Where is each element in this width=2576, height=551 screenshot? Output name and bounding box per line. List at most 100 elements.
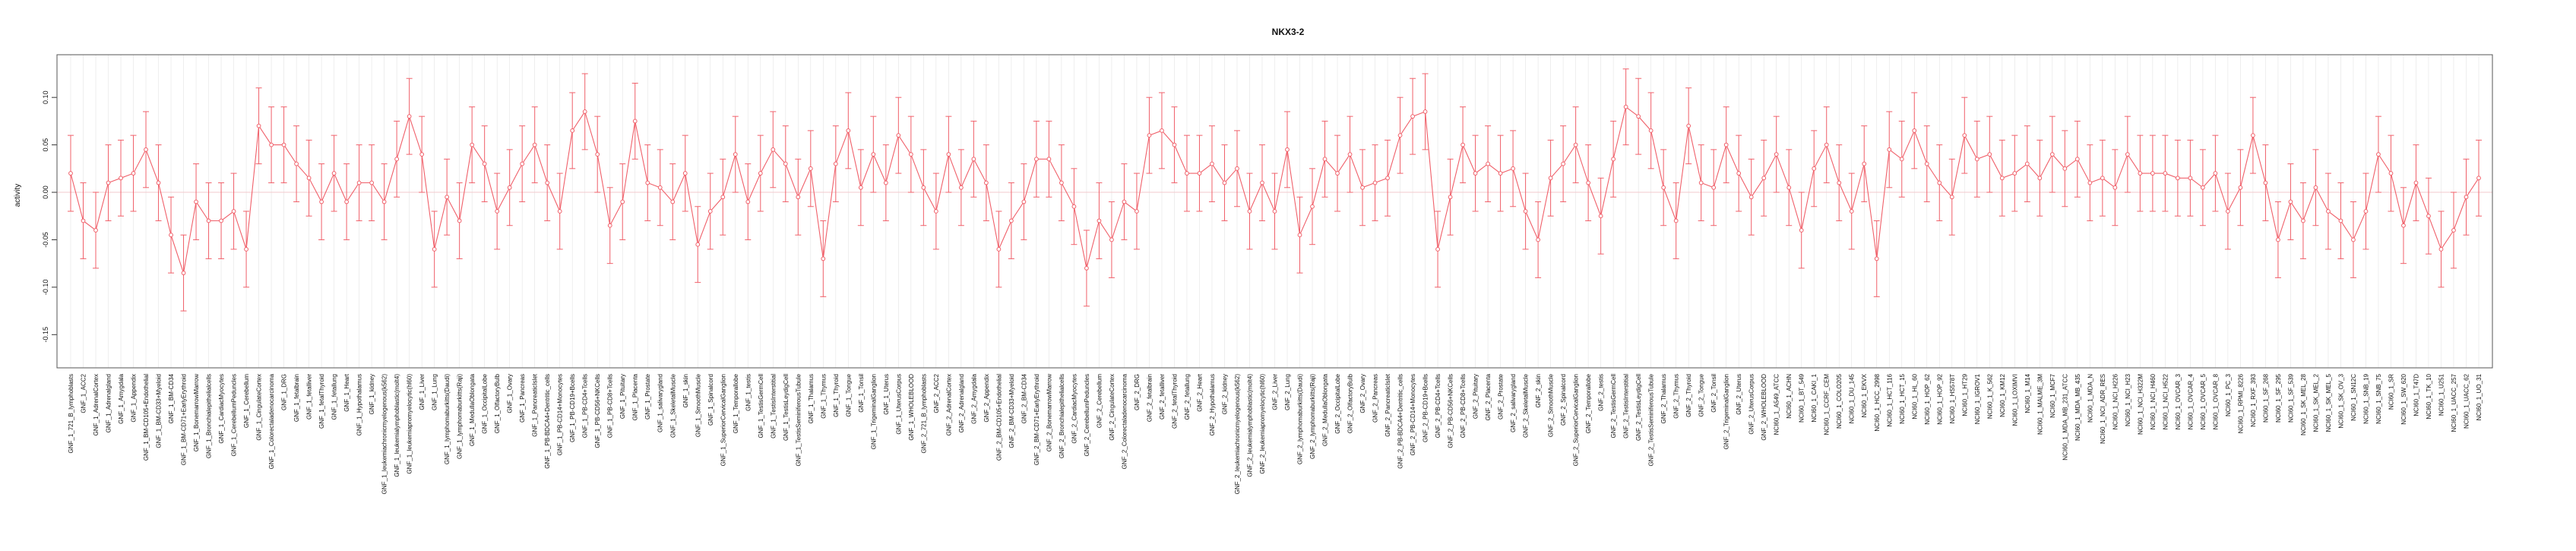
data-point — [1059, 180, 1064, 185]
x-tick-label: GNF_2_leukemialymphoblastic(molt4) — [1246, 374, 1253, 477]
x-tick-label: GNF_1_PancreaticIslet — [532, 373, 539, 436]
x-tick-label: GNF_1_Lung — [432, 374, 438, 410]
y-axis-label: activity — [14, 184, 22, 207]
data-point — [908, 152, 913, 157]
chart-title: NKX3-2 — [1272, 27, 1305, 37]
x-tick-label: GNF_1_Hypothalamus — [356, 374, 363, 435]
x-tick-label: GNF_2_PB-CD56+NKCells — [1448, 374, 1454, 448]
x-tick-label: GNF_1_PB-CD14+Monocytes — [557, 374, 564, 455]
x-tick-label: GNF_1_fetalThyroid — [318, 374, 325, 429]
x-tick-label: NCI60_1_M14 — [2024, 373, 2031, 413]
x-tick-label: NCI60_1_HCT_116 — [1886, 373, 1893, 426]
data-point — [1410, 114, 1415, 119]
data-point — [871, 152, 876, 157]
data-point — [1799, 228, 1804, 233]
x-axis-labels: GNF_1_721_B_lymphoblasts GNF_1_ACC2 GNF_1_… — [68, 373, 2483, 494]
data-point — [833, 161, 838, 166]
data-point — [219, 218, 223, 223]
data-point — [2413, 180, 2419, 185]
x-tick-label: GNF_1_TrigeminalGanglion — [870, 374, 877, 449]
data-point — [331, 171, 337, 176]
x-tick-label: GNF_1_WHOLEBLOOD — [908, 374, 915, 441]
data-point — [2049, 152, 2055, 157]
data-point — [1147, 133, 1152, 138]
data-point — [2238, 185, 2243, 190]
data-point — [1611, 157, 1616, 162]
data-point — [306, 176, 312, 181]
x-tick-label: NCI60_1_SK_MEL_2 — [2312, 373, 2319, 432]
x-tick-label: GNF_2_CerebellumPeduncles — [1084, 374, 1090, 457]
data-point — [933, 209, 938, 214]
x-tick-label: GNF_1_lymphomaburkitts(Daudi) — [444, 374, 451, 464]
x-tick-label: GNF_2_testis — [1598, 374, 1605, 411]
series-layer — [68, 104, 2481, 276]
data-point — [2062, 166, 2068, 171]
x-tick-label: GNF_1_TestisGermCell — [758, 374, 764, 439]
x-tick-label: GNF_2_PB-CD4+Tcells — [1435, 374, 1441, 438]
data-point — [1736, 171, 1742, 176]
x-tick-label: NCI60_1_KM12 — [1999, 373, 2006, 416]
data-point — [419, 152, 425, 157]
x-tick-label: GNF_1_Uterus — [883, 374, 890, 415]
x-tick-label: GNF_1_lymphomaburkitts(Raji) — [457, 374, 464, 459]
data-point — [1422, 109, 1428, 114]
data-point — [144, 147, 148, 152]
data-point — [381, 199, 387, 204]
data-point — [2112, 185, 2118, 190]
x-tick-label: GNF_1_Spinalcord — [707, 374, 714, 426]
data-point — [1686, 123, 1691, 128]
data-point — [1109, 237, 1114, 242]
data-point — [682, 171, 688, 176]
y-tick-label: 0.05 — [42, 138, 49, 152]
x-tick-label: NCI60_1_MDA_MB_231_ATCC — [2062, 374, 2068, 461]
x-tick-label: NCI60_1_UACC_62 — [2463, 373, 2470, 429]
x-tick-label: GNF_1_SmoothMuscle — [695, 373, 701, 437]
x-tick-label: GNF_2_Uterus — [1736, 374, 1742, 415]
data-point — [131, 171, 136, 176]
data-point — [432, 247, 437, 252]
x-tick-label: GNF_2_fetalbrain — [1146, 374, 1153, 422]
data-point — [194, 199, 198, 204]
data-point — [632, 119, 638, 124]
data-point — [2200, 185, 2205, 190]
data-point — [2024, 161, 2030, 166]
data-point — [1071, 204, 1077, 209]
data-point — [958, 185, 964, 190]
x-tick-label: NCI60_1_NCI_H226 — [2112, 373, 2119, 429]
data-point — [846, 128, 851, 133]
data-point — [81, 218, 86, 223]
data-point — [2012, 171, 2017, 176]
data-point — [495, 209, 500, 214]
x-tick-label: NCI60_1_BT_549 — [1799, 373, 1805, 423]
x-tick-label: NCI60_1_ACHN — [1786, 374, 1793, 419]
data-point — [695, 242, 701, 247]
data-point — [106, 180, 111, 185]
data-point — [1837, 180, 1842, 185]
x-tick-label: GNF_1_BM-CD33+Myeloid — [156, 374, 163, 448]
data-point — [1486, 161, 1490, 166]
data-point — [269, 142, 274, 147]
x-tick-label: GNF_1_fetalliver — [306, 374, 313, 420]
data-point — [457, 218, 462, 223]
x-tick-label: NCI60_1_OVCAR_5 — [2200, 373, 2207, 429]
data-point — [1887, 147, 1892, 152]
data-point — [520, 161, 525, 166]
data-point — [68, 171, 73, 176]
data-point — [1008, 218, 1014, 223]
data-point — [2074, 157, 2080, 162]
x-tick-label: NCI60_1_IGROV1 — [1974, 373, 1981, 424]
data-point — [2100, 176, 2105, 181]
x-tick-label: NCI60_1_NCI_H522 — [2162, 373, 2169, 429]
x-tick-label: NCI60_1_UO_31 — [2476, 373, 2483, 420]
x-tick-label: GNF_1_kidney — [369, 374, 375, 414]
data-point — [1673, 218, 1679, 223]
x-tick-label: GNF_2_Thalamus — [1660, 374, 1667, 423]
x-tick-label: GNF_2_fetalliver — [1159, 374, 1166, 420]
data-point — [1598, 214, 1603, 219]
data-point — [921, 185, 926, 190]
x-tick-label: GNF_1_Bronchialepithelialcells — [206, 374, 213, 458]
x-tick-label: GNF_2_SkeletalMuscle — [1523, 373, 1530, 438]
x-tick-label: GNF_1_PB-BDCA4+Dentritic_cells — [544, 374, 551, 469]
x-tick-label: GNF_2_Ovary — [1359, 374, 1366, 413]
